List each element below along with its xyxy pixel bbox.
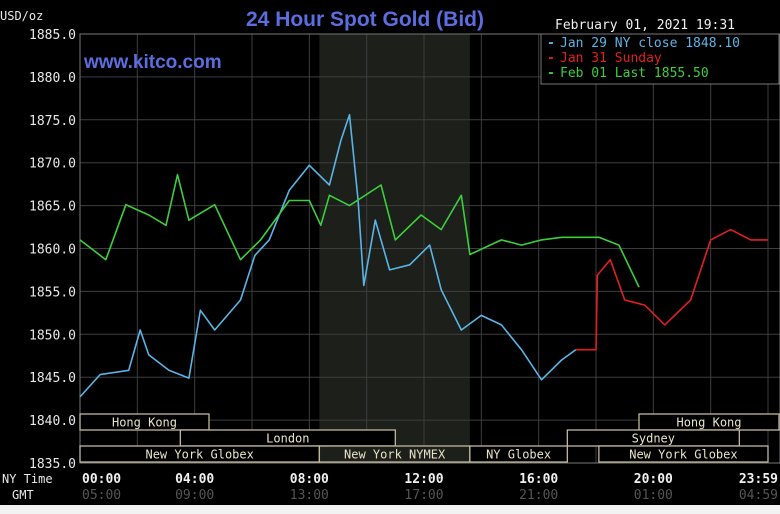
- session-bar: [598, 445, 769, 463]
- session-label: Hong Kong: [676, 416, 741, 430]
- session-label: New York NYMEX: [344, 448, 446, 462]
- x-tick-label: 23:59: [739, 472, 778, 487]
- session-label: London: [266, 432, 309, 446]
- series-line-2: [79, 173, 640, 288]
- gmt-tick-label: 05:00: [82, 488, 121, 503]
- y-tick-label: 1865.0: [29, 200, 76, 215]
- session-label: New York Globex: [145, 448, 253, 462]
- legend-box: [540, 33, 780, 85]
- y-tick-label: 1885.0: [29, 28, 76, 43]
- x-tick-label: 12:00: [404, 472, 443, 487]
- watermark: www.kitco.com: [83, 52, 222, 73]
- legend-entry: Feb 01 Last 1855.50: [560, 66, 709, 81]
- gmt-tick-label: 13:00: [290, 488, 329, 503]
- x-tick-label: 00:00: [82, 472, 121, 487]
- y-tick-label: 1855.0: [29, 285, 76, 300]
- legend-dash: -: [547, 66, 555, 81]
- chart-title: 24 Hour Spot Gold (Bid): [246, 8, 484, 31]
- plot-border: [79, 33, 780, 464]
- x-tick-label: 04:00: [175, 472, 214, 487]
- session-label: Hong Kong: [112, 416, 177, 430]
- timestamp: February 01, 2021 19:31: [555, 18, 735, 33]
- footer-strip: [0, 505, 780, 514]
- gmt-tick-label: 17:00: [404, 488, 443, 503]
- gmt-tick-label: 21:00: [519, 488, 558, 503]
- y-tick-label: 1835.0: [29, 457, 76, 472]
- y-tick-label: 1840.0: [29, 414, 76, 429]
- y-tick-label: 1845.0: [29, 371, 76, 386]
- series-line-1: [575, 228, 768, 351]
- legend-dash: -: [547, 36, 555, 51]
- y-tick-label: 1875.0: [29, 114, 76, 129]
- session-bar: [79, 413, 210, 431]
- x-tick-label: 16:00: [519, 472, 558, 487]
- y-tick-label: 1870.0: [29, 157, 76, 172]
- series-line-0: [79, 113, 577, 398]
- gmt-axis-label: GMT: [12, 488, 34, 502]
- x-axis-label: NY Time: [2, 472, 53, 486]
- gmt-tick-label: 01:00: [634, 488, 673, 503]
- gmt-tick-label: 09:00: [175, 488, 214, 503]
- y-axis-label: USD/oz: [0, 9, 43, 23]
- legend-entry: Jan 31 Sunday: [560, 51, 662, 66]
- session-bar: [469, 445, 568, 463]
- y-tick-label: 1850.0: [29, 328, 76, 343]
- session-label: Sydney: [632, 432, 675, 446]
- x-tick-label: 20:00: [634, 472, 673, 487]
- y-tick-label: 1860.0: [29, 243, 76, 258]
- session-label: New York Globex: [629, 448, 737, 462]
- y-tick-label: 1880.0: [29, 71, 76, 86]
- legend-dash: -: [547, 51, 555, 66]
- session-label: NY Globex: [486, 448, 551, 462]
- x-tick-label: 08:00: [290, 472, 329, 487]
- legend-entry: Jan 29 NY close 1848.10: [560, 36, 740, 51]
- gmt-tick-label: 04:59: [739, 488, 778, 503]
